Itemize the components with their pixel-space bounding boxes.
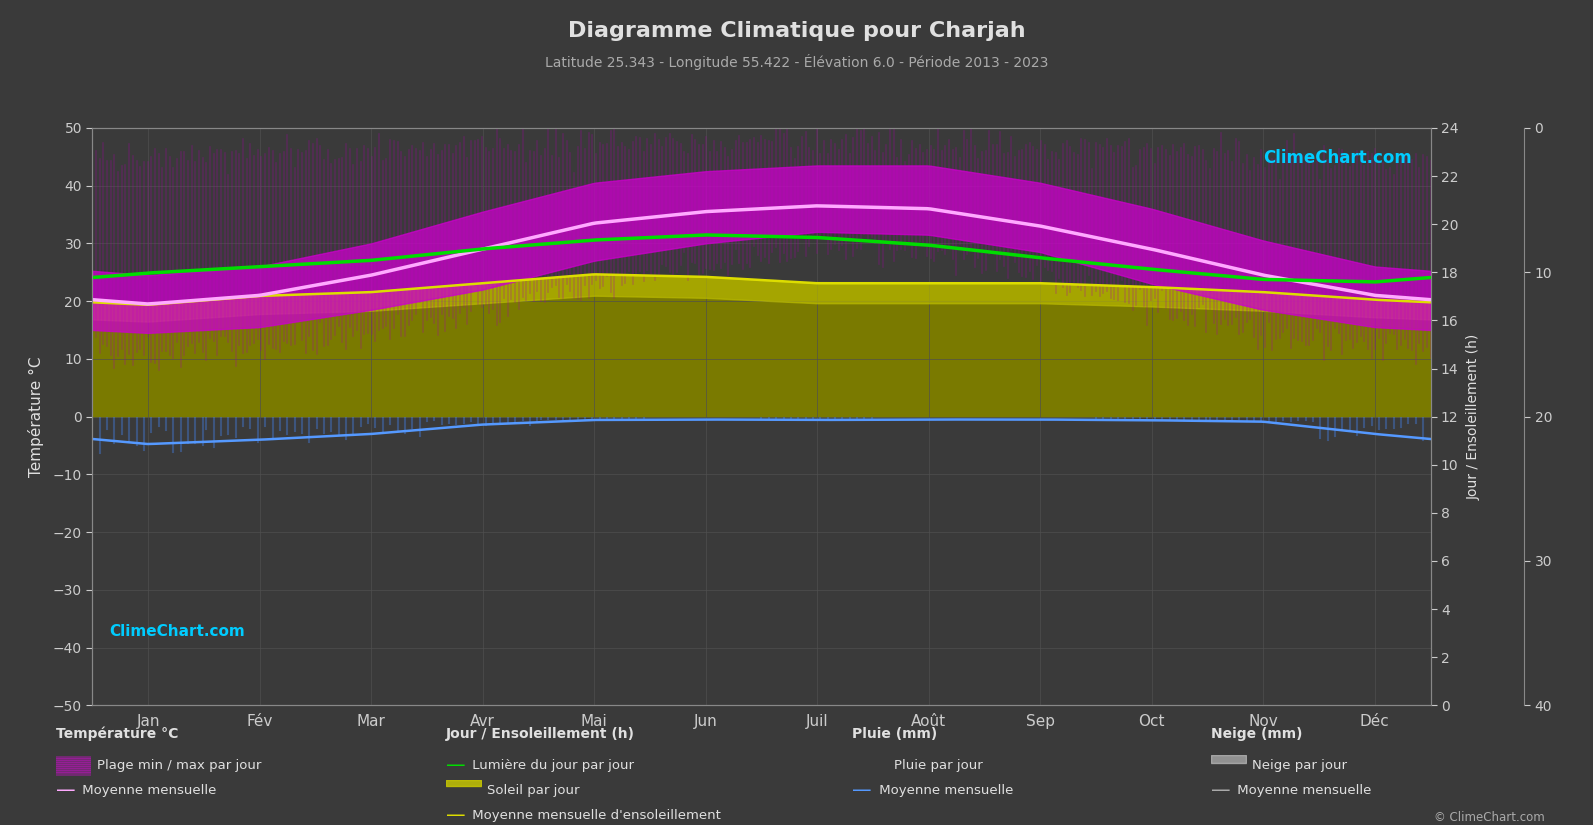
Text: Pluie (mm): Pluie (mm) [852,728,938,742]
Text: © ClimeChart.com: © ClimeChart.com [1434,811,1545,824]
Y-axis label: Jour / Ensoleillement (h): Jour / Ensoleillement (h) [1467,333,1481,500]
Y-axis label: Température °C: Température °C [29,356,45,477]
Text: —: — [446,805,465,825]
Text: Soleil par jour: Soleil par jour [487,784,580,797]
Text: ClimeChart.com: ClimeChart.com [110,624,245,639]
Text: ClimeChart.com: ClimeChart.com [1263,148,1411,167]
Text: Moyenne mensuelle d'ensoleillement: Moyenne mensuelle d'ensoleillement [468,808,722,822]
Text: —: — [852,780,871,800]
Text: Neige par jour: Neige par jour [1252,759,1348,772]
Text: —: — [1211,780,1230,800]
Text: Diagramme Climatique pour Charjah: Diagramme Climatique pour Charjah [567,21,1026,40]
Text: Moyenne mensuelle: Moyenne mensuelle [1233,784,1372,797]
Text: —: — [56,780,75,800]
Text: Lumière du jour par jour: Lumière du jour par jour [468,759,634,772]
Text: Plage min / max par jour: Plage min / max par jour [97,759,261,772]
Text: —: — [446,756,465,776]
Text: Pluie par jour: Pluie par jour [894,759,983,772]
Text: Neige (mm): Neige (mm) [1211,728,1301,742]
Text: Moyenne mensuelle: Moyenne mensuelle [78,784,217,797]
Text: Latitude 25.343 - Longitude 55.422 - Élévation 6.0 - Période 2013 - 2023: Latitude 25.343 - Longitude 55.422 - Élé… [545,54,1048,69]
Text: Moyenne mensuelle: Moyenne mensuelle [875,784,1013,797]
Text: Température °C: Température °C [56,727,178,742]
Text: Jour / Ensoleillement (h): Jour / Ensoleillement (h) [446,728,636,742]
